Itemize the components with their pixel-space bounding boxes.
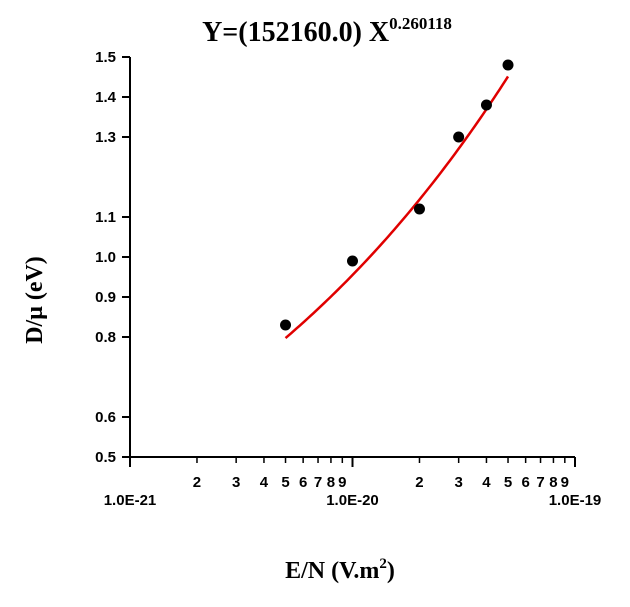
- x-minor-tick-label: 4: [482, 474, 491, 491]
- data-point: [480, 99, 492, 111]
- data-points: [280, 59, 514, 331]
- data-point: [280, 319, 292, 331]
- y-tick-label: 1.4: [95, 89, 117, 106]
- x-minor-tick-label: 8: [327, 474, 335, 491]
- data-point: [347, 255, 358, 267]
- data-point: [413, 203, 425, 215]
- x-minor-tick-label: 3: [232, 474, 240, 491]
- x-minor-tick-label: 6: [521, 474, 529, 491]
- data-point: [502, 59, 514, 71]
- x-minor-tick-label: 6: [299, 474, 307, 491]
- x-axis-title-sup: 2: [379, 556, 387, 572]
- x-ticks: 1.0E-21 1.0E-20 1.0E-192 3 4 5 6 7 8 9 2 3 4 5 6 7 8 9: [104, 457, 602, 509]
- x-axis-title-end: ): [387, 558, 395, 584]
- x-minor-tick-label: 8: [549, 474, 557, 491]
- x-axis-title: E/N (V.m2): [285, 556, 395, 584]
- y-tick-label: 0.6: [95, 409, 116, 426]
- chart-title-base: Y=(152160.0) X: [202, 17, 389, 48]
- chart-title: Y=(152160.0) X0.260118: [202, 14, 452, 48]
- x-minor-tick-label: 9: [338, 474, 346, 491]
- x-major-tick-label: 1.0E-19: [549, 492, 602, 509]
- x-minor-tick-label: 4: [260, 474, 269, 491]
- x-axis-title-main: E/N (V.m: [285, 558, 379, 584]
- x-minor-tick-label: 2: [415, 474, 423, 491]
- x-minor-tick-label: 2: [193, 474, 201, 491]
- y-tick-label: 0.9: [95, 289, 116, 306]
- data-point: [453, 131, 465, 143]
- x-minor-tick-label: 5: [504, 474, 512, 491]
- x-minor-tick-label: 5: [281, 474, 289, 491]
- y-tick-label: 1.0: [95, 249, 116, 266]
- x-minor-tick-label: 7: [536, 474, 544, 491]
- x-major-tick-label: 1.0E-20: [326, 492, 379, 509]
- x-minor-tick-label: 3: [454, 474, 462, 491]
- y-tick-label: 1.3: [95, 129, 116, 146]
- y-tick-label: 1.1: [95, 209, 116, 226]
- y-tick-label: 0.8: [95, 329, 116, 346]
- x-minor-tick-label: 7: [314, 474, 322, 491]
- x-minor-tick-label: 9: [561, 474, 569, 491]
- y-ticks: 0.5 0.6 0.8 0.9 1.0 1.1 1.3 1.4 1.5: [95, 49, 130, 466]
- y-tick-label: 1.5: [95, 49, 116, 66]
- y-axis-title: D/μ (eV): [22, 256, 48, 344]
- x-major-tick-label: 1.0E-21: [104, 492, 157, 509]
- chart-title-exponent: 0.260118: [389, 14, 452, 33]
- y-tick-label: 0.5: [95, 449, 116, 466]
- fit-curve: [284, 75, 510, 340]
